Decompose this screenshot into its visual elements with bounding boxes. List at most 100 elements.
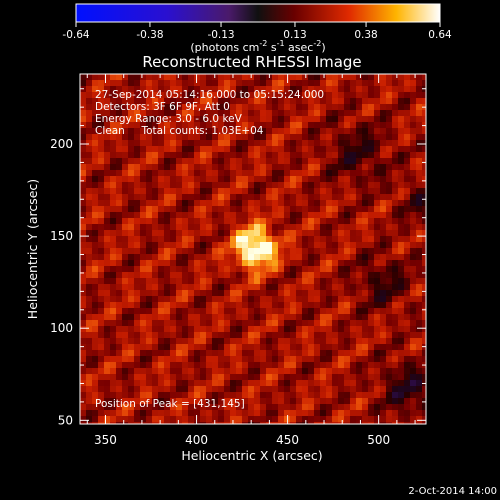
heatmap-cell — [86, 362, 92, 368]
heatmap-cell — [314, 170, 320, 176]
heatmap-cell — [152, 422, 158, 424]
heatmap-cell — [140, 254, 146, 260]
heatmap-cell — [248, 272, 254, 278]
heatmap-cell — [176, 278, 182, 284]
heatmap-cell — [296, 272, 302, 278]
heatmap-cell — [332, 338, 338, 344]
heatmap-cell — [98, 200, 104, 206]
heatmap-cell — [314, 368, 320, 374]
heatmap-cell — [332, 386, 338, 392]
heatmap-cell — [122, 296, 128, 302]
heatmap-cell — [170, 242, 176, 248]
heatmap-cell — [128, 344, 134, 350]
heatmap-cell — [350, 404, 356, 410]
heatmap-cell — [248, 356, 254, 362]
heatmap-cell — [230, 128, 236, 134]
heatmap-cell — [410, 356, 416, 362]
heatmap-cell — [98, 242, 104, 248]
heatmap-cell — [284, 374, 290, 380]
heatmap-cell — [170, 266, 176, 272]
heatmap-cell — [116, 164, 122, 170]
heatmap-cell — [422, 212, 426, 218]
heatmap-cell — [320, 170, 326, 176]
heatmap-cell — [392, 176, 398, 182]
heatmap-cell — [386, 134, 392, 140]
heatmap-cell — [260, 134, 266, 140]
heatmap-cell — [374, 176, 380, 182]
heatmap-cell — [236, 290, 242, 296]
heatmap-cell — [416, 110, 422, 116]
heatmap-cell — [392, 200, 398, 206]
heatmap-cell — [338, 320, 344, 326]
heatmap-cell — [302, 116, 308, 122]
heatmap-cell — [248, 86, 254, 92]
heatmap-cell — [302, 404, 308, 410]
heatmap-cell — [380, 344, 386, 350]
heatmap-cell — [272, 236, 278, 242]
heatmap-cell — [386, 242, 392, 248]
heatmap-cell — [110, 170, 116, 176]
heatmap-cell — [278, 392, 284, 398]
heatmap-cell — [410, 386, 416, 392]
heatmap-cell — [140, 320, 146, 326]
heatmap-cell — [380, 74, 386, 80]
heatmap-cell — [134, 416, 140, 422]
heatmap-cell — [386, 380, 392, 386]
heatmap-cell — [230, 248, 236, 254]
heatmap-cell — [278, 368, 284, 374]
heatmap-cell — [188, 302, 194, 308]
heatmap-cell — [416, 260, 422, 266]
heatmap-cell — [134, 224, 140, 230]
heatmap-cell — [380, 254, 386, 260]
heatmap-cell — [368, 212, 374, 218]
heatmap-cell — [296, 326, 302, 332]
heatmap-cell — [422, 218, 426, 224]
heatmap-cell — [374, 206, 380, 212]
heatmap-cell — [248, 176, 254, 182]
heatmap-cell — [254, 410, 260, 416]
heatmap-cell — [344, 326, 350, 332]
heatmap-cell — [422, 176, 426, 182]
heatmap-cell — [218, 128, 224, 134]
heatmap-cell — [380, 188, 386, 194]
heatmap-cell — [368, 206, 374, 212]
heatmap-cell — [152, 242, 158, 248]
heatmap-cell — [230, 122, 236, 128]
heatmap-cell — [134, 140, 140, 146]
heatmap-cell — [254, 314, 260, 320]
heatmap-cell — [206, 278, 212, 284]
heatmap-cell — [98, 230, 104, 236]
heatmap-cell — [98, 410, 104, 416]
heatmap-cell — [278, 230, 284, 236]
heatmap-cell — [152, 356, 158, 362]
heatmap-cell — [332, 422, 338, 424]
heatmap-cell — [314, 194, 320, 200]
heatmap-cell — [176, 332, 182, 338]
heatmap-cell — [368, 350, 374, 356]
heatmap-cell — [182, 248, 188, 254]
heatmap-cell — [218, 182, 224, 188]
heatmap-cell — [266, 410, 272, 416]
heatmap-cell — [266, 380, 272, 386]
heatmap-cell — [410, 80, 416, 86]
heatmap-cell — [218, 188, 224, 194]
heatmap-cell — [344, 290, 350, 296]
heatmap-cell — [272, 254, 278, 260]
heatmap-cell — [146, 368, 152, 374]
heatmap-cell — [152, 410, 158, 416]
heatmap-image — [80, 74, 426, 424]
heatmap-cell — [386, 254, 392, 260]
heatmap-cell — [266, 308, 272, 314]
y-tick-label: 150 — [50, 229, 73, 243]
heatmap-cell — [122, 158, 128, 164]
heatmap-cell — [362, 92, 368, 98]
heatmap-cell — [170, 116, 176, 122]
heatmap-cell — [350, 116, 356, 122]
heatmap-cell — [308, 266, 314, 272]
heatmap-cell — [320, 146, 326, 152]
heatmap-cell — [116, 314, 122, 320]
heatmap-cell — [254, 92, 260, 98]
heatmap-cell — [218, 284, 224, 290]
heatmap-cell — [164, 158, 170, 164]
heatmap-cell — [368, 320, 374, 326]
